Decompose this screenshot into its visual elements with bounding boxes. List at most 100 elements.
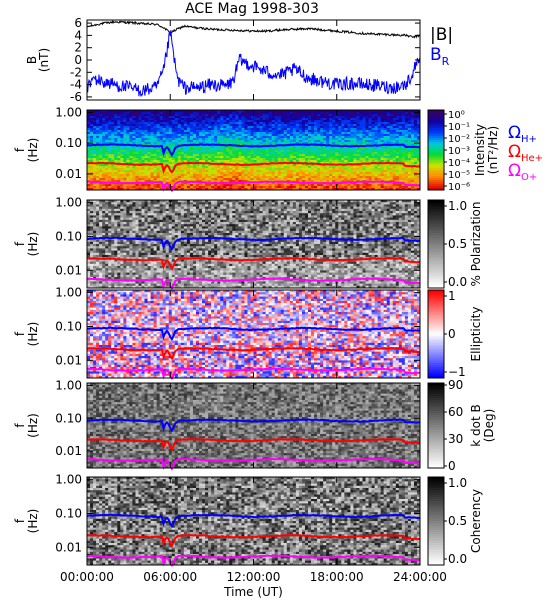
heatmap-cell	[105, 134, 109, 137]
heatmap-cell	[129, 206, 133, 210]
heatmap-cell	[353, 152, 357, 155]
heatmap-cell	[235, 114, 239, 117]
heatmap-cell	[268, 128, 273, 131]
heatmap-cell	[177, 122, 182, 125]
heatmap-cell	[195, 134, 200, 137]
heatmap-cell	[90, 182, 94, 185]
heatmap-cell	[144, 156, 148, 159]
heatmap-cell	[277, 138, 282, 141]
heatmap-cell	[241, 178, 245, 181]
heatmap-cell	[247, 180, 251, 183]
heatmap-cell	[108, 122, 112, 125]
heatmap-cell	[371, 174, 375, 177]
heatmap-cell	[356, 140, 360, 143]
heatmap-cell	[253, 188, 257, 191]
heatmap-cell	[111, 156, 115, 159]
heatmap-cell	[301, 206, 306, 210]
heatmap-cell	[374, 130, 379, 133]
heatmap-cell	[165, 186, 170, 189]
heatmap-cell	[156, 164, 161, 167]
heatmap-cell	[389, 178, 394, 181]
heatmap-cell	[199, 154, 203, 157]
heatmap-cell	[326, 130, 330, 133]
heatmap-cell	[380, 136, 385, 139]
heatmap-cell	[232, 174, 236, 177]
heatmap-cell	[123, 132, 127, 135]
heatmap-cell	[304, 180, 309, 183]
heatmap-cell	[292, 154, 297, 157]
heatmap-cell	[392, 170, 397, 173]
heatmap-cell	[265, 184, 270, 187]
heatmap-cell	[253, 166, 257, 169]
heatmap-cell	[350, 144, 354, 147]
heatmap-cell	[289, 176, 294, 179]
heatmap-cell	[380, 170, 385, 173]
heatmap-cell	[413, 138, 418, 141]
heatmap-cell	[174, 152, 179, 155]
heatmap-cell	[199, 152, 203, 155]
heatmap-cell	[105, 158, 109, 161]
heatmap-cell	[108, 114, 112, 117]
heatmap-cell	[311, 172, 315, 175]
heatmap-cell	[102, 124, 106, 127]
heatmap-cell	[114, 120, 118, 123]
heatmap-cell	[356, 160, 360, 163]
heatmap-cell	[383, 184, 388, 187]
heatmap-cell	[380, 202, 385, 205]
heatmap-cell	[398, 126, 403, 129]
heatmap-cell	[168, 120, 173, 123]
heatmap-cell	[344, 134, 348, 137]
heatmap-cell	[153, 156, 158, 159]
heatmap-cell	[202, 152, 206, 155]
heatmap-cell	[314, 206, 318, 210]
heatmap-cell	[286, 142, 291, 145]
heatmap-cell	[241, 176, 245, 179]
heatmap-cell	[368, 118, 372, 121]
heatmap-cell	[111, 138, 115, 141]
heatmap-cell	[144, 166, 148, 169]
heatmap-cell	[365, 164, 369, 167]
heatmap-cell	[298, 130, 303, 133]
heatmap-cell	[177, 118, 182, 121]
heatmap-cell	[238, 206, 242, 210]
heatmap-cell	[347, 172, 351, 175]
heatmap-cell	[374, 178, 379, 181]
heatmap-cell	[186, 138, 191, 141]
heatmap-cell	[159, 136, 164, 139]
heatmap-cell	[320, 200, 324, 203]
heatmap-cell	[229, 162, 233, 165]
heatmap-cell	[214, 132, 218, 135]
heatmap-cell	[247, 154, 251, 157]
heatmap-cell	[301, 172, 306, 175]
heatmap-cell	[156, 134, 161, 137]
heatmap-cell	[238, 158, 242, 161]
heatmap-cell	[401, 132, 406, 135]
heatmap-cell	[156, 158, 161, 161]
heatmap-cell	[192, 156, 197, 159]
heatmap-cell	[126, 180, 130, 183]
heatmap-cell	[277, 158, 282, 161]
heatmap-cell	[311, 178, 315, 181]
heatmap-cell	[126, 162, 130, 165]
heatmap-cell	[395, 110, 400, 113]
heatmap-cell	[162, 146, 167, 149]
heatmap-cell	[114, 176, 118, 179]
heatmap-cell	[314, 138, 318, 141]
heatmap-cell	[232, 124, 236, 127]
heatmap-cell	[90, 172, 94, 175]
heatmap-cell	[247, 178, 251, 181]
heatmap-cell	[156, 188, 161, 191]
heatmap-cell	[323, 178, 327, 181]
heatmap-cell	[401, 160, 406, 163]
heatmap-cell	[153, 134, 158, 137]
heatmap-cell	[211, 140, 215, 143]
colorbar-cell	[428, 124, 444, 127]
heatmap-cell	[350, 136, 354, 139]
heatmap-cell	[235, 146, 239, 149]
heatmap-cell	[323, 208, 327, 212]
heatmap-cell	[341, 142, 345, 145]
heatmap-cell	[141, 204, 145, 207]
heatmap-cell	[265, 160, 270, 163]
heatmap-cell	[150, 132, 154, 135]
heatmap-cell	[356, 176, 360, 179]
